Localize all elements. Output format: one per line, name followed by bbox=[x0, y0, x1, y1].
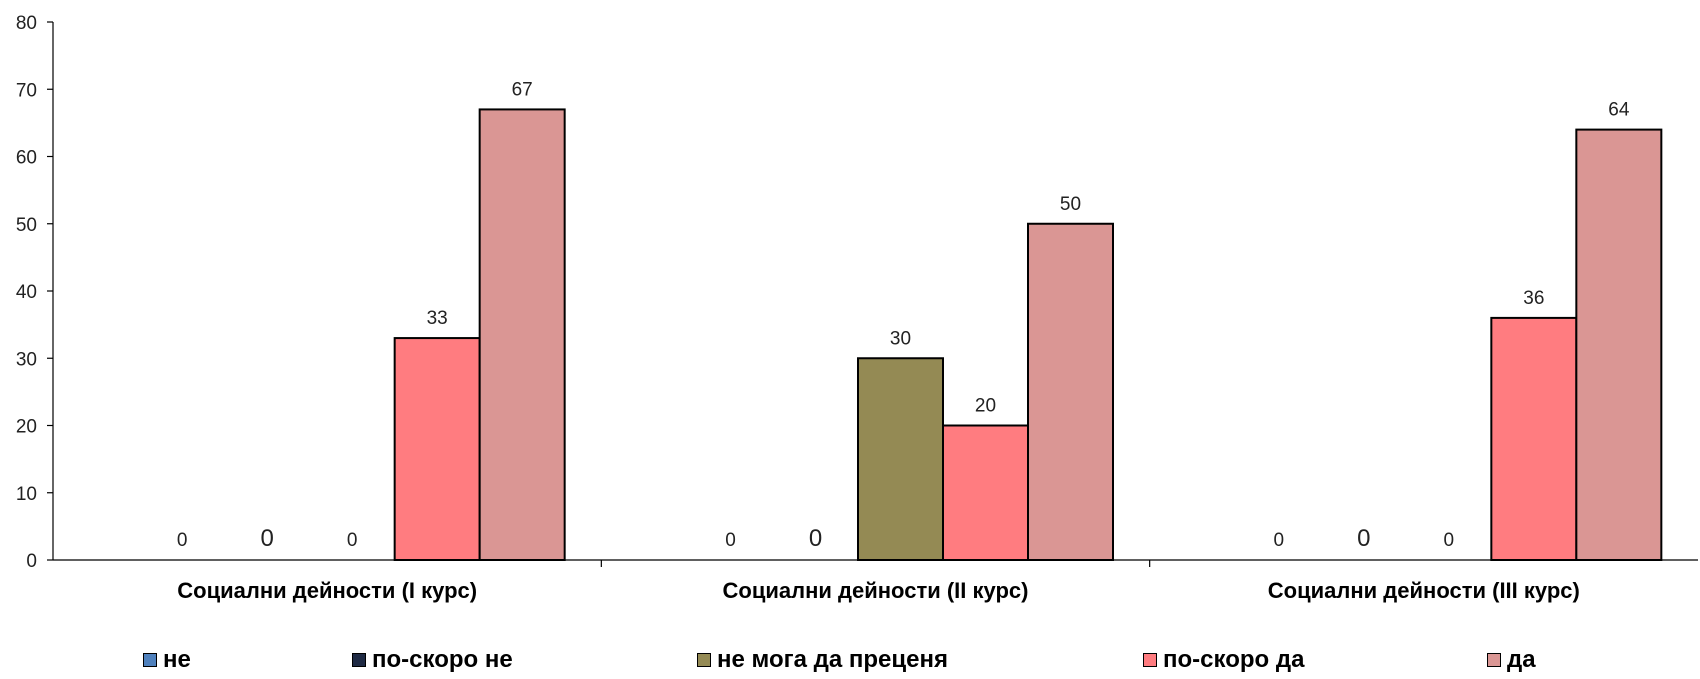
x-category-label: Социални дейности (III курс) bbox=[1268, 578, 1580, 603]
data-label: 0 bbox=[725, 530, 736, 551]
data-label: 30 bbox=[890, 328, 911, 349]
data-label: 20 bbox=[975, 396, 996, 417]
bar bbox=[478, 108, 566, 562]
bar bbox=[1490, 316, 1578, 561]
y-tick-label: 10 bbox=[16, 484, 37, 505]
legend-item: не bbox=[143, 646, 191, 674]
legend-swatch bbox=[1487, 653, 1501, 667]
bar bbox=[1575, 128, 1663, 561]
data-label: 0 bbox=[1274, 530, 1285, 551]
y-tick-label: 70 bbox=[16, 80, 37, 101]
data-label: 0 bbox=[177, 530, 188, 551]
y-tick-label: 40 bbox=[16, 282, 37, 303]
axes: 0 10 20 30 40 50 60 70 80 bbox=[16, 13, 1698, 572]
legend-label: не bbox=[163, 646, 191, 673]
legend-swatch bbox=[1143, 653, 1157, 667]
legend: не по-скоро не не мога да преценя по-скоро … bbox=[0, 646, 1700, 676]
legend-label: да bbox=[1507, 646, 1536, 673]
bars bbox=[393, 108, 1663, 562]
y-tick-label: 30 bbox=[16, 349, 37, 370]
data-label: 0 bbox=[1357, 525, 1370, 552]
legend-swatch bbox=[697, 653, 711, 667]
bar bbox=[393, 337, 481, 562]
y-tick-label: 80 bbox=[16, 13, 37, 34]
y-tick-label: 20 bbox=[16, 417, 37, 438]
legend-swatch bbox=[143, 653, 157, 667]
bar bbox=[1027, 222, 1114, 561]
data-label: 0 bbox=[260, 525, 273, 552]
y-tick-label: 0 bbox=[26, 551, 37, 572]
legend-label: по-скоро да bbox=[1163, 646, 1305, 673]
legend-item: да bbox=[1487, 646, 1536, 674]
legend-label: по-скоро не bbox=[372, 646, 513, 673]
data-label: 33 bbox=[427, 308, 448, 329]
bar bbox=[942, 424, 1029, 561]
y-tick-label: 50 bbox=[16, 215, 37, 236]
legend-swatch bbox=[352, 653, 366, 667]
data-label: 64 bbox=[1608, 100, 1630, 121]
bar bbox=[857, 357, 944, 561]
legend-item: по-скоро не bbox=[352, 646, 513, 674]
legend-item: по-скоро да bbox=[1143, 646, 1304, 674]
labels: 0 0 0 33 67 Социални дейности (I курс) 0 0 30 20 5… bbox=[177, 79, 1630, 603]
y-tick-label: 60 bbox=[16, 148, 37, 169]
data-label: 0 bbox=[347, 530, 358, 551]
data-label: 0 bbox=[809, 525, 822, 552]
legend-label: не мога да преценя bbox=[717, 646, 948, 673]
x-category-label: Социални дейности (II курс) bbox=[723, 578, 1029, 603]
data-label: 67 bbox=[512, 79, 533, 100]
x-category-label: Социални дейности (I курс) bbox=[177, 578, 477, 603]
data-label: 36 bbox=[1523, 288, 1544, 309]
data-label: 50 bbox=[1060, 194, 1081, 215]
legend-item: не мога да преценя bbox=[697, 646, 948, 674]
data-label: 0 bbox=[1444, 530, 1455, 551]
bar-chart: 0 10 20 30 40 50 60 70 80 0 0 0 33 67 Социални дейнос… bbox=[16, 13, 1698, 603]
